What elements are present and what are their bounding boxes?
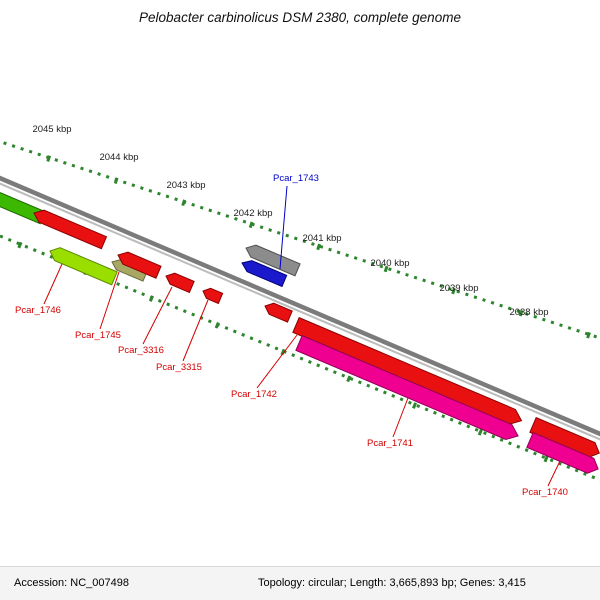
- accession-text: Accession: NC_007498: [14, 577, 129, 589]
- status-bar: Accession: NC_007498 Topology: circular;…: [0, 566, 600, 600]
- label-leader-line: [182, 299, 209, 362]
- genome-backbone-shadow: [0, 182, 600, 441]
- gene-label-pcar-3316[interactable]: Pcar_3316: [118, 345, 164, 356]
- label-leader-line: [392, 397, 409, 438]
- gene-label-pcar-3315[interactable]: Pcar_3315: [156, 362, 202, 373]
- gene-arrow-pcar-1743[interactable]: [240, 257, 288, 288]
- ruler-tick-label: 2038 kbp: [509, 307, 548, 318]
- ruler-tick-label: 2045 kbp: [32, 124, 71, 135]
- label-leader-line-blue: [279, 185, 288, 270]
- ruler-tick-label: 2039 kbp: [439, 283, 478, 294]
- gene-arrow[interactable]: [31, 207, 108, 250]
- gene-label-pcar-1742[interactable]: Pcar_1742: [231, 389, 277, 400]
- gene-label-pcar-1741[interactable]: Pcar_1741: [367, 438, 413, 449]
- gene-label-pcar-1740[interactable]: Pcar_1740: [522, 487, 568, 498]
- label-leader-line: [256, 334, 298, 389]
- label-leader-line: [547, 460, 561, 487]
- gene-arrow-pcar-3315[interactable]: [201, 286, 224, 305]
- label-leader-line: [142, 286, 173, 345]
- gene-arrow-pcar-1740[interactable]: [526, 431, 600, 477]
- gene-arrow[interactable]: [115, 249, 162, 279]
- label-leader-line: [99, 271, 120, 330]
- ruler-tick-label: 2040 kbp: [370, 258, 409, 269]
- gene-arrow-pcar-1746[interactable]: [47, 245, 118, 286]
- gene-label-pcar-1743[interactable]: Pcar_1743: [273, 173, 319, 184]
- gene-arrow-pcar-1742[interactable]: [292, 316, 525, 428]
- ruler-tick-label: 2043 kbp: [166, 180, 205, 191]
- gene-arrow-pcar-3316[interactable]: [164, 270, 195, 294]
- gene-arrow[interactable]: [529, 416, 600, 461]
- label-leader-line: [43, 263, 63, 305]
- ruler-tick-label: 2044 kbp: [99, 152, 138, 163]
- gene-arrow-pcar-1741[interactable]: [295, 334, 521, 444]
- gene-label-pcar-1745[interactable]: Pcar_1745: [75, 330, 121, 341]
- genome-summary-text: Topology: circular; Length: 3,665,893 bp…: [258, 577, 526, 589]
- genome-map[interactable]: 2045 kbp 2044 kbp 2043 kbp 2042 kbp 2041…: [0, 0, 600, 566]
- gene-arrow[interactable]: [263, 300, 293, 323]
- map-title: Pelobacter carbinolicus DSM 2380, comple…: [139, 10, 461, 25]
- gene-label-pcar-1746[interactable]: Pcar_1746: [15, 305, 61, 316]
- gene-arrow[interactable]: [0, 186, 46, 225]
- gene-arrow-gray[interactable]: [243, 242, 301, 277]
- ruler-tick-label: 2042 kbp: [233, 208, 272, 219]
- ruler-tick-label: 2041 kbp: [302, 233, 341, 244]
- genome-backbone: [0, 175, 600, 437]
